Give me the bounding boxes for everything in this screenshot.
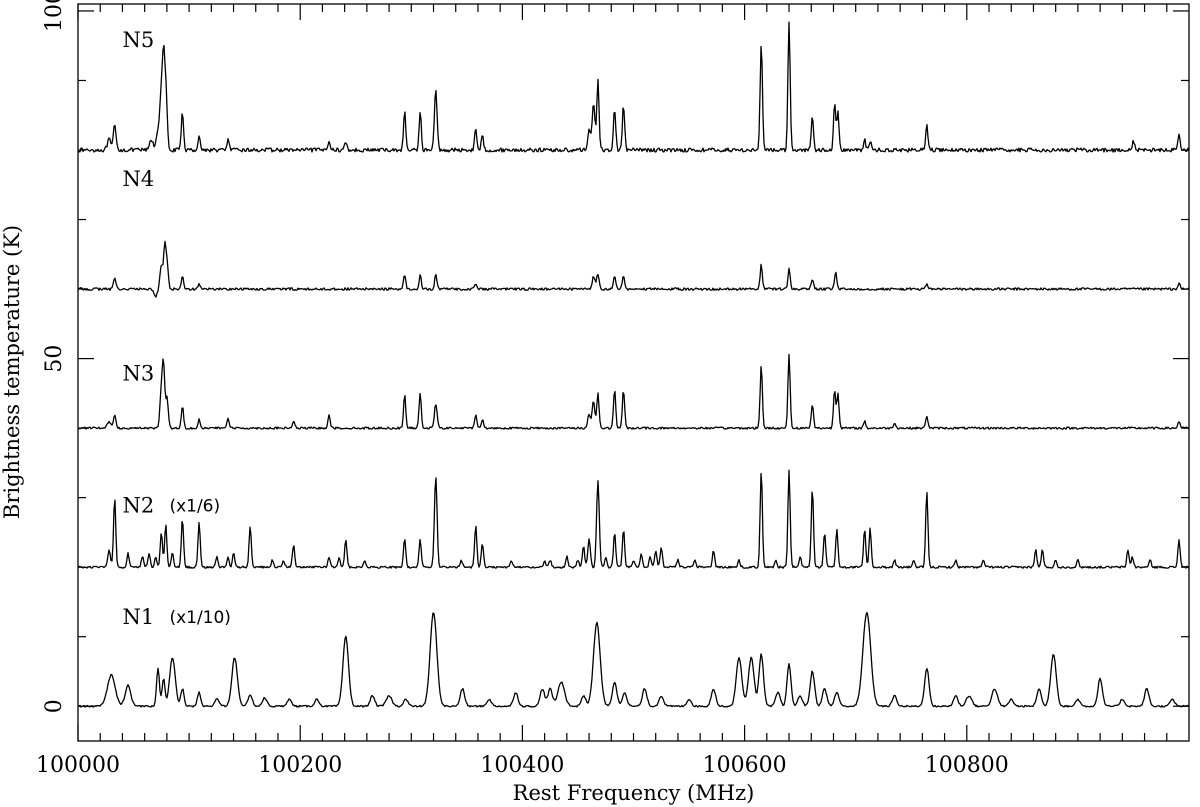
spectrum-n1: [77, 611, 1190, 708]
spectrum-n2: [77, 469, 1190, 569]
spectrum-traces: [77, 21, 1190, 708]
x-tick-label: 100000: [36, 753, 120, 778]
spectrum-labels: N5 N4 N3 N2 (x1/6) N1 (x1/10): [122, 28, 231, 629]
spectrum-label-n2: N2: [122, 494, 154, 518]
y-tick-label: 50: [42, 345, 67, 373]
spectrum-n5: [77, 21, 1190, 153]
x-tick-label: 100200: [258, 753, 342, 778]
x-tick-label: 100600: [703, 753, 787, 778]
spectrum-label-n5: N5: [122, 28, 154, 52]
x-axis-label: Rest Frequency (MHz): [513, 781, 755, 805]
spectrum-label-n3: N3: [122, 362, 154, 386]
x-tick-label: 100800: [925, 753, 1009, 778]
spectrum-label-n1: N1: [122, 605, 154, 629]
spectrum-n4: [77, 240, 1190, 298]
scale-note-n2: (x1/6): [169, 497, 220, 517]
y-tick-label: 0: [42, 699, 67, 713]
y-axis-label: Brightness temperature (K): [0, 225, 24, 519]
axis-ticks: [77, 4, 1189, 741]
spectrum-n3: [77, 353, 1189, 430]
spectrum-label-n4: N4: [122, 167, 154, 191]
plot-frame: [77, 3, 1190, 742]
scale-note-n1: (x1/10): [169, 608, 231, 628]
y-tick-label: 100: [42, 0, 67, 32]
axis-tick-labels: 100000 100200 100400 100600 100800 0 50 100: [36, 0, 1009, 778]
x-tick-label: 100400: [480, 753, 564, 778]
